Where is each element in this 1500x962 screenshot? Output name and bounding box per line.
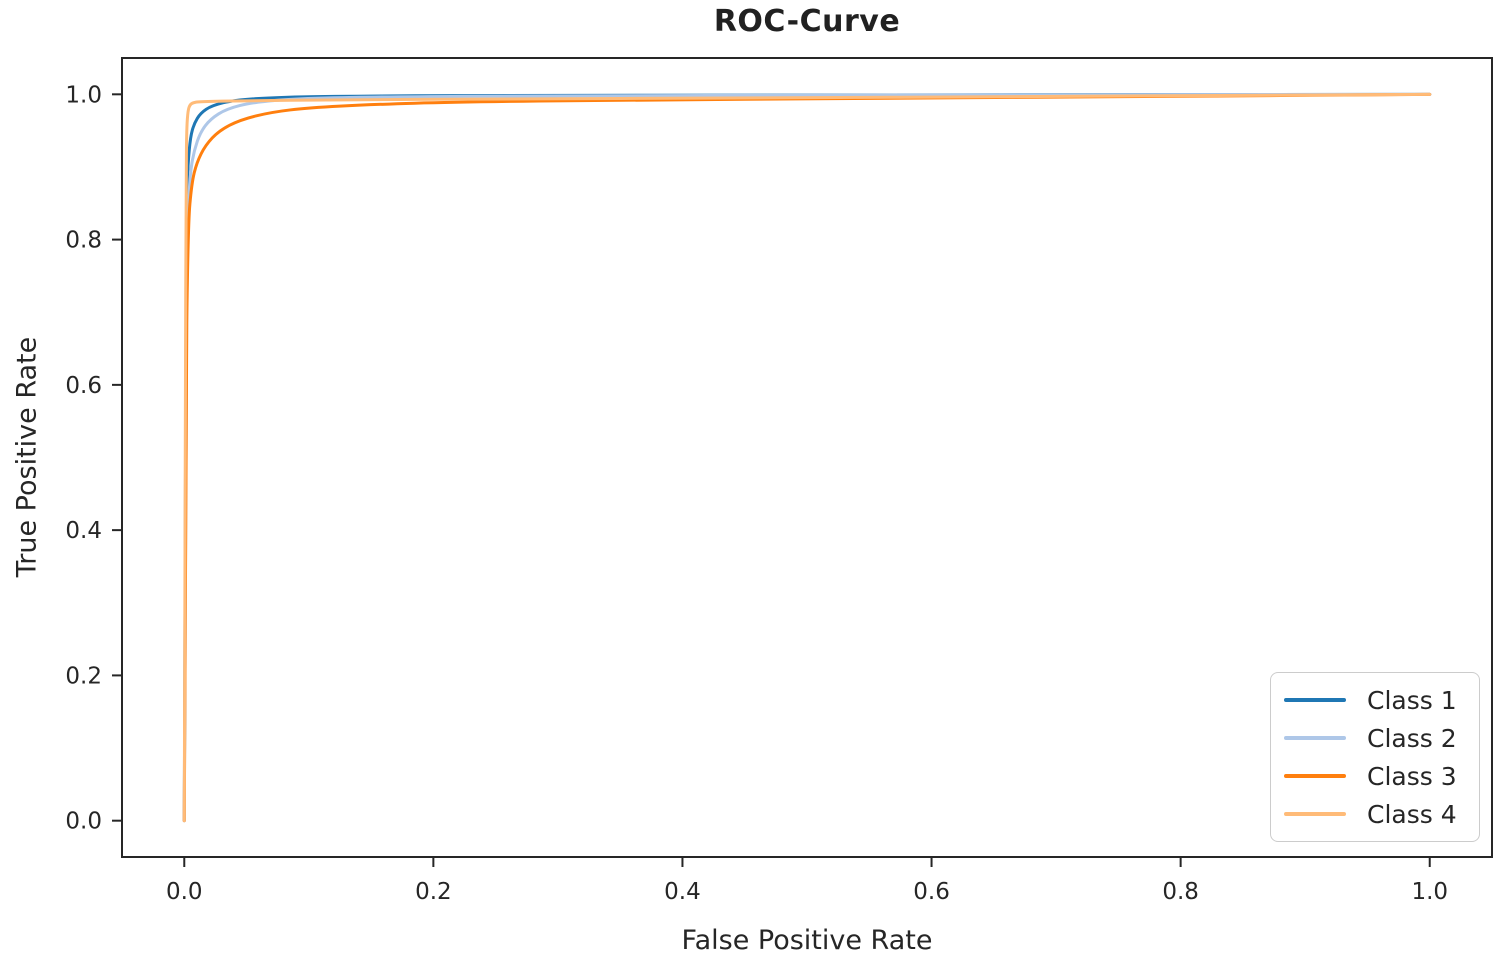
y-tick-label: 0.0 bbox=[65, 809, 102, 835]
plot-border bbox=[121, 57, 1493, 858]
x-tick-label: 1.0 bbox=[1411, 879, 1448, 905]
legend-label: Class 2 bbox=[1367, 723, 1457, 753]
x-tick-label: 0.4 bbox=[664, 879, 701, 905]
y-tick-label: 1.0 bbox=[65, 82, 102, 108]
legend-label: Class 1 bbox=[1367, 685, 1457, 715]
y-axis-label: True Positive Rate bbox=[11, 336, 43, 578]
x-tick-label: 0.6 bbox=[913, 879, 950, 905]
y-tick-label: 0.6 bbox=[65, 373, 102, 399]
y-tick-label: 0.4 bbox=[65, 518, 102, 544]
chart-title: ROC-Curve bbox=[713, 4, 901, 39]
roc-curve-class-3 bbox=[182, 92, 1432, 823]
roc-curve-class-4 bbox=[182, 92, 1432, 823]
x-tick-label: 0.0 bbox=[166, 879, 203, 905]
roc-curve-class-2 bbox=[182, 92, 1432, 823]
roc-curve-class-1 bbox=[182, 92, 1432, 823]
legend-label: Class 3 bbox=[1367, 761, 1457, 791]
legend-line-swatch bbox=[1284, 812, 1346, 816]
legend-label: Class 4 bbox=[1367, 799, 1457, 829]
legend-item-class-4: Class 4 bbox=[1284, 802, 1469, 827]
x-tick-label: 0.8 bbox=[1162, 879, 1199, 905]
y-tick-label: 0.2 bbox=[65, 663, 102, 689]
legend-item-class-1: Class 1 bbox=[1284, 688, 1469, 713]
x-tick-label: 0.2 bbox=[415, 879, 452, 905]
y-tick-label: 0.8 bbox=[65, 228, 102, 254]
x-axis-label: False Positive Rate bbox=[681, 925, 933, 956]
legend: Class 1 Class 2 Class 3 Class 4 bbox=[1270, 672, 1480, 842]
legend-line-swatch bbox=[1284, 698, 1346, 702]
legend-item-class-3: Class 3 bbox=[1284, 764, 1469, 789]
legend-line-swatch bbox=[1284, 736, 1346, 740]
legend-item-class-2: Class 2 bbox=[1284, 726, 1469, 751]
legend-line-swatch bbox=[1284, 774, 1346, 778]
